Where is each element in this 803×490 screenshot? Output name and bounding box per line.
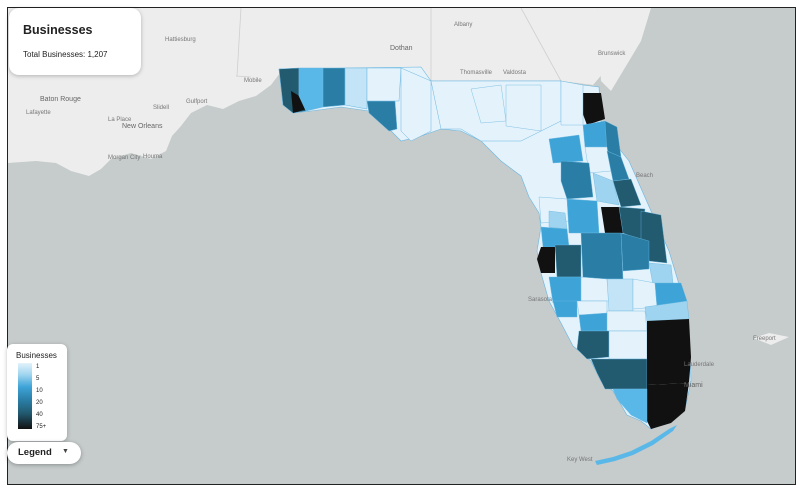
place-label: Lafayette [26, 110, 51, 116]
place-label: Freeport [753, 336, 776, 342]
place-label: Hattiesburg [165, 37, 196, 43]
map-svg[interactable] [8, 8, 795, 484]
legend-color-scale [18, 363, 32, 429]
county-calhoun[interactable] [400, 67, 432, 142]
county-hernando[interactable] [548, 210, 568, 230]
place-label: Baton Rouge [40, 96, 81, 103]
county-highlands[interactable] [606, 278, 634, 312]
place-label: Slidell [153, 105, 170, 111]
legend-tick: 10 [36, 388, 43, 394]
county-orange[interactable] [601, 207, 623, 233]
legend-toggle-button[interactable]: Legend ▼ [7, 442, 81, 464]
county-santa-rosa[interactable] [298, 67, 324, 112]
place-label: Brunswick [598, 51, 626, 57]
legend-tick: 20 [36, 400, 43, 406]
florida-keys[interactable] [595, 425, 677, 465]
county-okeechobee[interactable] [632, 278, 658, 310]
legend-panel: Businesses 1 5 10 20 40 75+ [7, 344, 67, 441]
county-sumter[interactable] [566, 198, 600, 234]
county-glades[interactable] [606, 310, 648, 332]
place-label: Morgan City [108, 155, 141, 161]
legend-tick: 40 [36, 412, 43, 418]
county-baker[interactable] [560, 80, 584, 126]
county-manatee[interactable] [548, 276, 582, 304]
place-label: Thomasville [460, 70, 493, 76]
county-polk[interactable] [580, 232, 624, 280]
county-clay[interactable] [582, 120, 608, 148]
county-charlotte[interactable] [578, 312, 608, 332]
county-indian-river[interactable] [648, 262, 674, 286]
legend-tick: 5 [36, 376, 40, 382]
place-label: Mobile [244, 78, 262, 84]
southeast-us-land [8, 8, 605, 176]
county-palm-beach[interactable] [647, 319, 691, 359]
map-frame: Hattiesburg Albany Dothan Brunswick Mobi… [7, 7, 796, 485]
place-label: Gulfport [186, 99, 208, 105]
businesses-info-card: Businesses Total Businesses: 1,207 [9, 8, 141, 75]
place-label: La Place [108, 117, 132, 123]
county-pensacola[interactable] [291, 91, 307, 113]
legend-title: Businesses [16, 351, 57, 360]
county-miami-dade[interactable] [647, 383, 689, 429]
place-label: Valdosta [503, 70, 526, 76]
county-flagler[interactable] [606, 150, 630, 182]
place-label: Beach [636, 173, 654, 179]
total-businesses: Total Businesses: 1,207 [23, 50, 108, 59]
county-marion[interactable] [560, 160, 594, 200]
county-duval[interactable] [581, 93, 605, 125]
georgia-coast-land [597, 8, 651, 91]
county-okaloosa[interactable] [322, 67, 346, 108]
legend-tick: 1 [36, 364, 40, 370]
county-pasco[interactable] [540, 226, 570, 248]
caret-down-icon: ▼ [62, 448, 69, 455]
county-sarasota[interactable] [552, 300, 578, 318]
county-pinellas[interactable] [537, 247, 555, 273]
county-volusia[interactable] [612, 178, 642, 208]
info-card-title: Businesses [23, 23, 93, 37]
county-madison[interactable] [505, 84, 542, 132]
county-washington[interactable] [366, 67, 402, 102]
county-alachua[interactable] [548, 134, 584, 164]
county-lee[interactable] [576, 330, 610, 360]
county-walton[interactable] [344, 67, 368, 110]
legend-button-label: Legend [18, 447, 52, 458]
place-label: Miami [684, 382, 703, 389]
place-label: Houma [143, 154, 163, 160]
county-osceola[interactable] [620, 232, 650, 272]
place-label: Lauderdale [684, 362, 715, 368]
place-label: Dothan [390, 45, 413, 52]
state-borders [235, 8, 562, 82]
place-label: Sarasota [528, 297, 553, 303]
county-hillsborough[interactable] [554, 244, 582, 278]
legend-tick: 75+ [36, 424, 47, 430]
county-hendry[interactable] [608, 330, 648, 360]
county-broward[interactable] [647, 357, 691, 385]
county-desoto[interactable] [576, 300, 608, 316]
county-lake[interactable] [592, 172, 620, 206]
place-label: Albany [454, 22, 473, 28]
county-hardee[interactable] [580, 276, 610, 302]
county-monroe-mainland[interactable] [612, 388, 648, 424]
place-label: New Orleans [122, 123, 163, 130]
bahamas-island [753, 333, 789, 345]
choropleth-map[interactable] [8, 8, 795, 484]
place-label: Key West [567, 457, 593, 463]
